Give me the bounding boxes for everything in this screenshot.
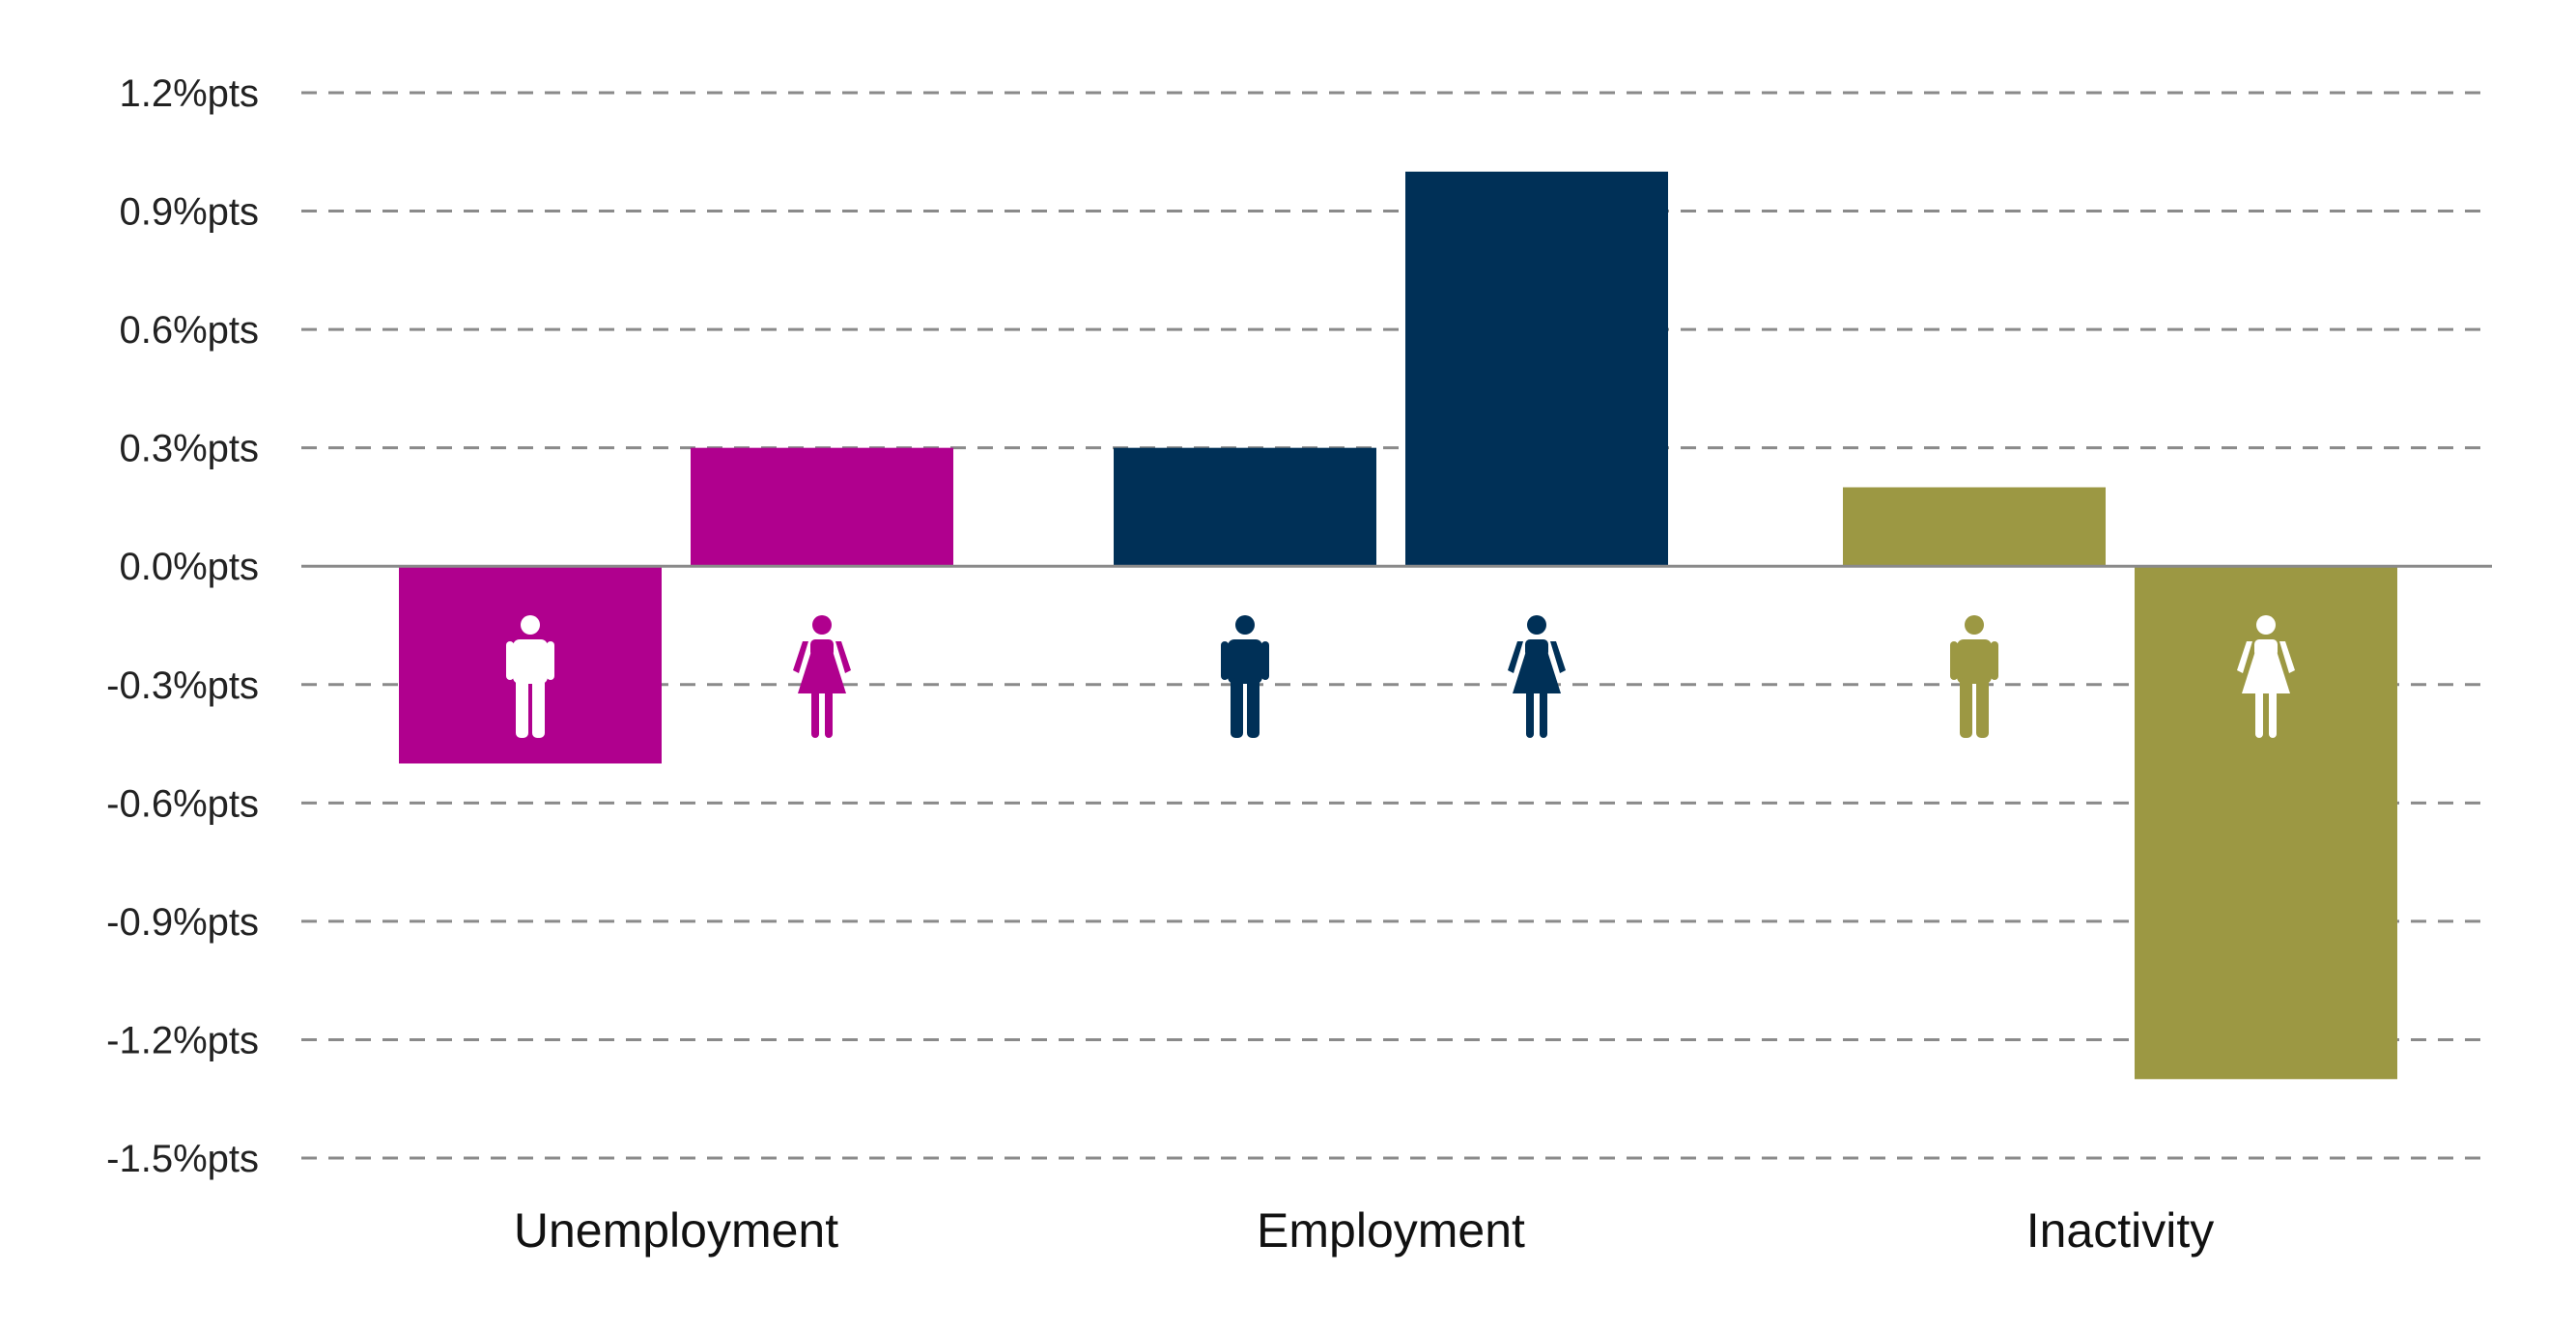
y-tick-label: 0.3%pts (119, 428, 259, 470)
male-icon (1950, 615, 1998, 738)
female-icon (2237, 615, 2295, 738)
bar-inactivity-men (1843, 487, 2106, 567)
y-tick-label: 0.9%pts (119, 191, 259, 234)
bar-unemployment-women (691, 447, 953, 567)
x-axis-category-labels: Unemployment Employment Inactivity (514, 1203, 2214, 1258)
bar-employment-women (1405, 171, 1668, 567)
female-icon (793, 615, 851, 738)
x-category-label: Employment (1257, 1203, 1525, 1258)
bars (399, 171, 2397, 1080)
female-icon (1508, 615, 1566, 738)
x-category-label: Unemployment (514, 1203, 838, 1258)
y-tick-label: -1.5%pts (106, 1138, 259, 1180)
y-tick-label: 0.6%pts (119, 309, 259, 352)
y-axis-tick-labels: 1.2%pts 0.9%pts 0.6%pts 0.3%pts 0.0%pts -0.3%… (106, 72, 259, 1180)
male-icon (1221, 615, 1269, 738)
person-icons (506, 615, 2295, 738)
male-icon (506, 615, 554, 738)
y-tick-label: -0.3%pts (106, 664, 259, 707)
y-tick-label: -0.9%pts (106, 901, 259, 944)
y-tick-label: -1.2%pts (106, 1019, 259, 1061)
gridlines (301, 91, 2492, 1160)
y-tick-label: -0.6%pts (106, 782, 259, 825)
y-tick-label: 0.0%pts (119, 546, 259, 588)
bar-employment-men (1114, 447, 1376, 567)
x-category-label: Inactivity (2026, 1203, 2215, 1258)
y-tick-label: 1.2%pts (119, 72, 259, 115)
